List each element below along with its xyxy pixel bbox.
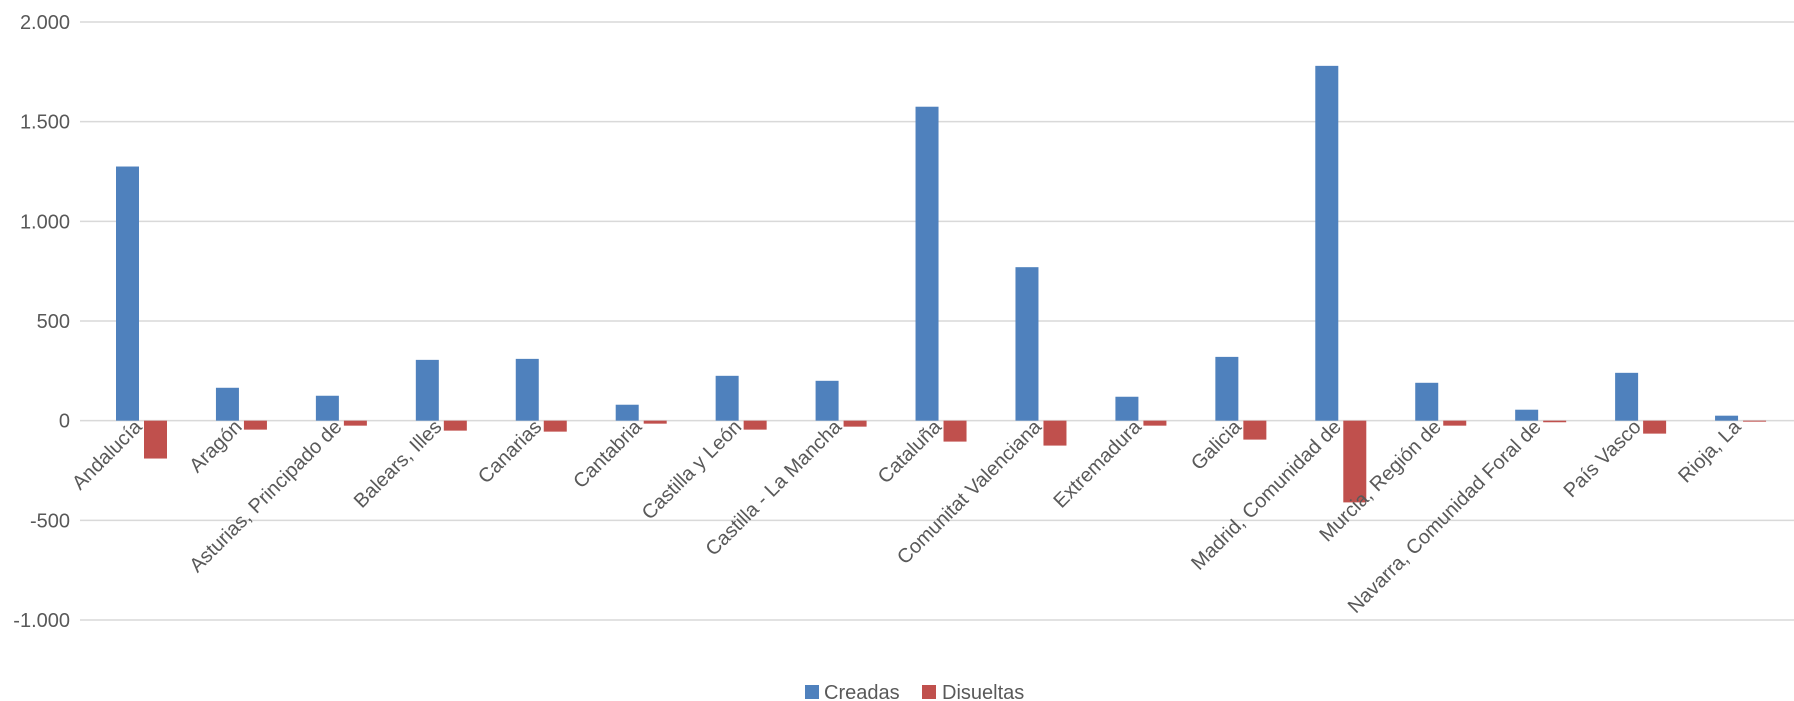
y-tick-label: -1.000 bbox=[13, 610, 70, 632]
x-category-label: Cataluña bbox=[874, 415, 947, 488]
bar-creadas-4 bbox=[515, 358, 539, 421]
x-category-label: Aragón bbox=[185, 416, 246, 477]
bar-creadas-16 bbox=[1715, 415, 1739, 421]
x-category-label: Andalucía bbox=[68, 415, 147, 494]
bar-creadas-8 bbox=[915, 106, 939, 421]
x-category-label: Castilla y León bbox=[638, 416, 746, 524]
x-category-label: Canarias bbox=[474, 416, 546, 488]
bar-disueltas-4 bbox=[543, 420, 567, 432]
bar-disueltas-2 bbox=[343, 420, 367, 426]
bar-disueltas-11 bbox=[1243, 420, 1267, 440]
bar-creadas-5 bbox=[615, 404, 639, 421]
legend: Creadas Disueltas bbox=[805, 682, 1024, 701]
bar-creadas-1 bbox=[215, 387, 239, 421]
y-axis: 2.000 1.500 1.000 500 0 -500 -1.000 bbox=[13, 12, 70, 632]
bar-disueltas-1 bbox=[243, 420, 267, 430]
x-category-label: País Vasco bbox=[1560, 416, 1646, 502]
x-category-label: Galicia bbox=[1187, 415, 1246, 474]
bar-disueltas-14 bbox=[1543, 420, 1567, 423]
bar-disueltas-15 bbox=[1643, 420, 1667, 434]
y-tick-label: 1.500 bbox=[20, 112, 70, 134]
bar-creadas-9 bbox=[1015, 267, 1039, 421]
bar-disueltas-9 bbox=[1043, 420, 1067, 446]
bar-disueltas-5 bbox=[643, 420, 667, 424]
legend-swatch-disueltas bbox=[922, 685, 936, 699]
legend-label-disueltas: Disueltas bbox=[942, 682, 1024, 701]
y-tick-label: 1.000 bbox=[20, 211, 70, 233]
bar-disueltas-16 bbox=[1743, 420, 1767, 422]
bar-disueltas-3 bbox=[443, 420, 467, 431]
x-category-label: Navarra, Comunidad Foral de bbox=[1344, 416, 1546, 618]
bar-creadas-14 bbox=[1515, 409, 1539, 421]
bar-disueltas-13 bbox=[1443, 420, 1467, 426]
bar-creadas-6 bbox=[715, 375, 739, 421]
bar-disueltas-0 bbox=[144, 420, 167, 459]
bar-creadas-2 bbox=[315, 395, 339, 421]
bar-creadas-7 bbox=[815, 380, 839, 421]
bar-creadas-11 bbox=[1215, 356, 1239, 421]
legend-swatch-creadas bbox=[805, 685, 819, 699]
bar-creadas-10 bbox=[1115, 396, 1139, 421]
bar-disueltas-12 bbox=[1343, 420, 1367, 503]
y-tick-label: 0 bbox=[59, 411, 70, 433]
bar-disueltas-6 bbox=[743, 420, 767, 430]
y-tick-label: 500 bbox=[37, 311, 70, 333]
x-category-label: Rioja, La bbox=[1674, 415, 1746, 487]
bar-disueltas-8 bbox=[943, 420, 967, 442]
x-category-label: Balears, Illes bbox=[350, 416, 447, 513]
y-tick-label: 2.000 bbox=[20, 12, 70, 34]
legend-label-creadas: Creadas bbox=[824, 682, 900, 701]
bar-disueltas-7 bbox=[843, 420, 867, 427]
bar-creadas-13 bbox=[1415, 382, 1439, 421]
bar-creadas-0 bbox=[116, 166, 139, 421]
y-tick-label: -500 bbox=[30, 510, 70, 532]
bar-creadas-15 bbox=[1615, 372, 1639, 421]
x-category-label: Cantabria bbox=[569, 415, 646, 492]
bar-creadas-3 bbox=[415, 359, 439, 421]
bar-creadas-12 bbox=[1315, 65, 1339, 421]
bar-disueltas-10 bbox=[1143, 420, 1167, 426]
bars bbox=[116, 65, 1767, 503]
